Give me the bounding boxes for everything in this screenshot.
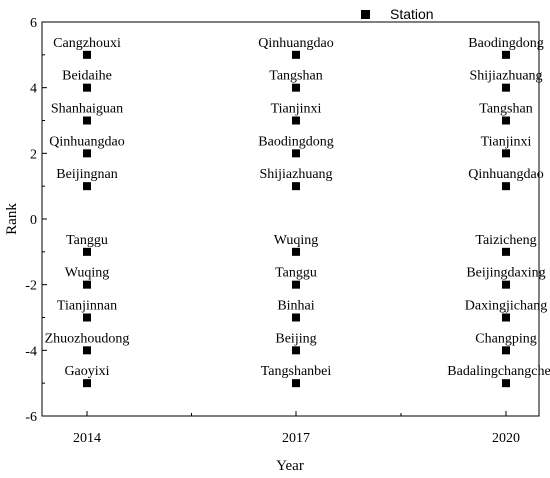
x-tick-label: 2014	[73, 431, 101, 446]
point-label: Binhai	[277, 299, 314, 314]
point-label: Daxingjichang	[465, 299, 547, 314]
point-label: Tianjinxi	[481, 134, 532, 149]
data-point	[83, 280, 91, 289]
y-axis-title: Rank	[4, 203, 20, 235]
point-label: Beijing	[275, 331, 316, 346]
data-point	[83, 346, 91, 355]
x-axis-ticks: 2014 2017 2020	[73, 411, 520, 446]
data-point	[502, 182, 510, 191]
point-label: Qinhuangdao	[258, 36, 333, 51]
point-label: Qinhuangdao	[49, 134, 124, 149]
data-point	[502, 280, 510, 289]
legend-label: Station	[390, 6, 434, 22]
data-point	[292, 280, 300, 289]
x-axis-title: Year	[276, 458, 304, 474]
point-label: Tianjinnan	[57, 299, 117, 314]
data-point	[83, 149, 91, 158]
point-label: Wuqing	[274, 233, 319, 248]
data-point	[83, 83, 91, 92]
data-point	[502, 247, 510, 256]
point-label: Baodingdong	[468, 36, 543, 51]
y-axis-ticks: -6 -4 -2 0 2 4 6	[25, 16, 47, 425]
point-label: Shijiazhuang	[469, 69, 542, 84]
data-point	[292, 313, 300, 322]
data-points	[83, 50, 510, 388]
point-label: Badalingchangcheng	[447, 364, 550, 379]
point-label: Baodingdong	[258, 134, 333, 149]
data-point	[292, 50, 300, 59]
data-point	[83, 50, 91, 59]
data-point	[292, 346, 300, 355]
point-labels: Cangzhouxi Beidaihe Shanhaiguan Qinhuangdao…	[45, 36, 550, 379]
x-tick-label: 2020	[492, 431, 520, 446]
point-label: Wuqing	[65, 266, 110, 281]
data-point	[83, 116, 91, 125]
data-point	[502, 149, 510, 158]
data-point	[83, 313, 91, 322]
point-label: Tianjinxi	[271, 102, 322, 117]
point-label: Qinhuangdao	[468, 167, 543, 182]
point-label: Changping	[475, 331, 536, 346]
data-point	[502, 50, 510, 59]
y-tick-label: 2	[30, 147, 37, 162]
point-label: Shijiazhuang	[259, 167, 332, 182]
data-point	[502, 313, 510, 322]
data-point	[83, 379, 91, 388]
point-label: Cangzhouxi	[53, 36, 121, 51]
data-point	[502, 346, 510, 355]
point-label: Taizicheng	[475, 233, 536, 248]
x-tick-label: 2017	[282, 431, 310, 446]
data-point	[292, 182, 300, 191]
data-point	[83, 247, 91, 256]
data-point	[292, 83, 300, 92]
y-tick-label: -4	[25, 344, 37, 359]
y-tick-label: 6	[30, 16, 37, 31]
data-point	[502, 379, 510, 388]
point-label: Tanggu	[275, 266, 317, 281]
data-point	[502, 116, 510, 125]
data-point	[292, 116, 300, 125]
point-label: Tangshanbei	[261, 364, 332, 379]
point-label: Tanggu	[66, 233, 108, 248]
point-label: Shanhaiguan	[51, 102, 123, 117]
data-point	[292, 379, 300, 388]
point-label: Zhuozhoudong	[45, 331, 130, 346]
point-label: Tangshan	[479, 102, 532, 117]
y-tick-label: -6	[25, 410, 37, 425]
legend: Station	[361, 6, 434, 22]
data-point	[502, 83, 510, 92]
point-label: Beidaihe	[62, 69, 112, 84]
data-point	[292, 149, 300, 158]
legend-marker	[361, 10, 370, 19]
data-point	[292, 247, 300, 256]
point-label: Beijingnan	[56, 167, 117, 182]
y-tick-label: 4	[30, 82, 37, 97]
y-tick-label: -2	[25, 279, 37, 294]
point-label: Tangshan	[269, 69, 322, 84]
y-tick-label: 0	[30, 213, 37, 228]
point-label: Gaoyixi	[64, 364, 109, 379]
data-point	[83, 182, 91, 191]
point-label: Beijingdaxing	[466, 266, 545, 281]
